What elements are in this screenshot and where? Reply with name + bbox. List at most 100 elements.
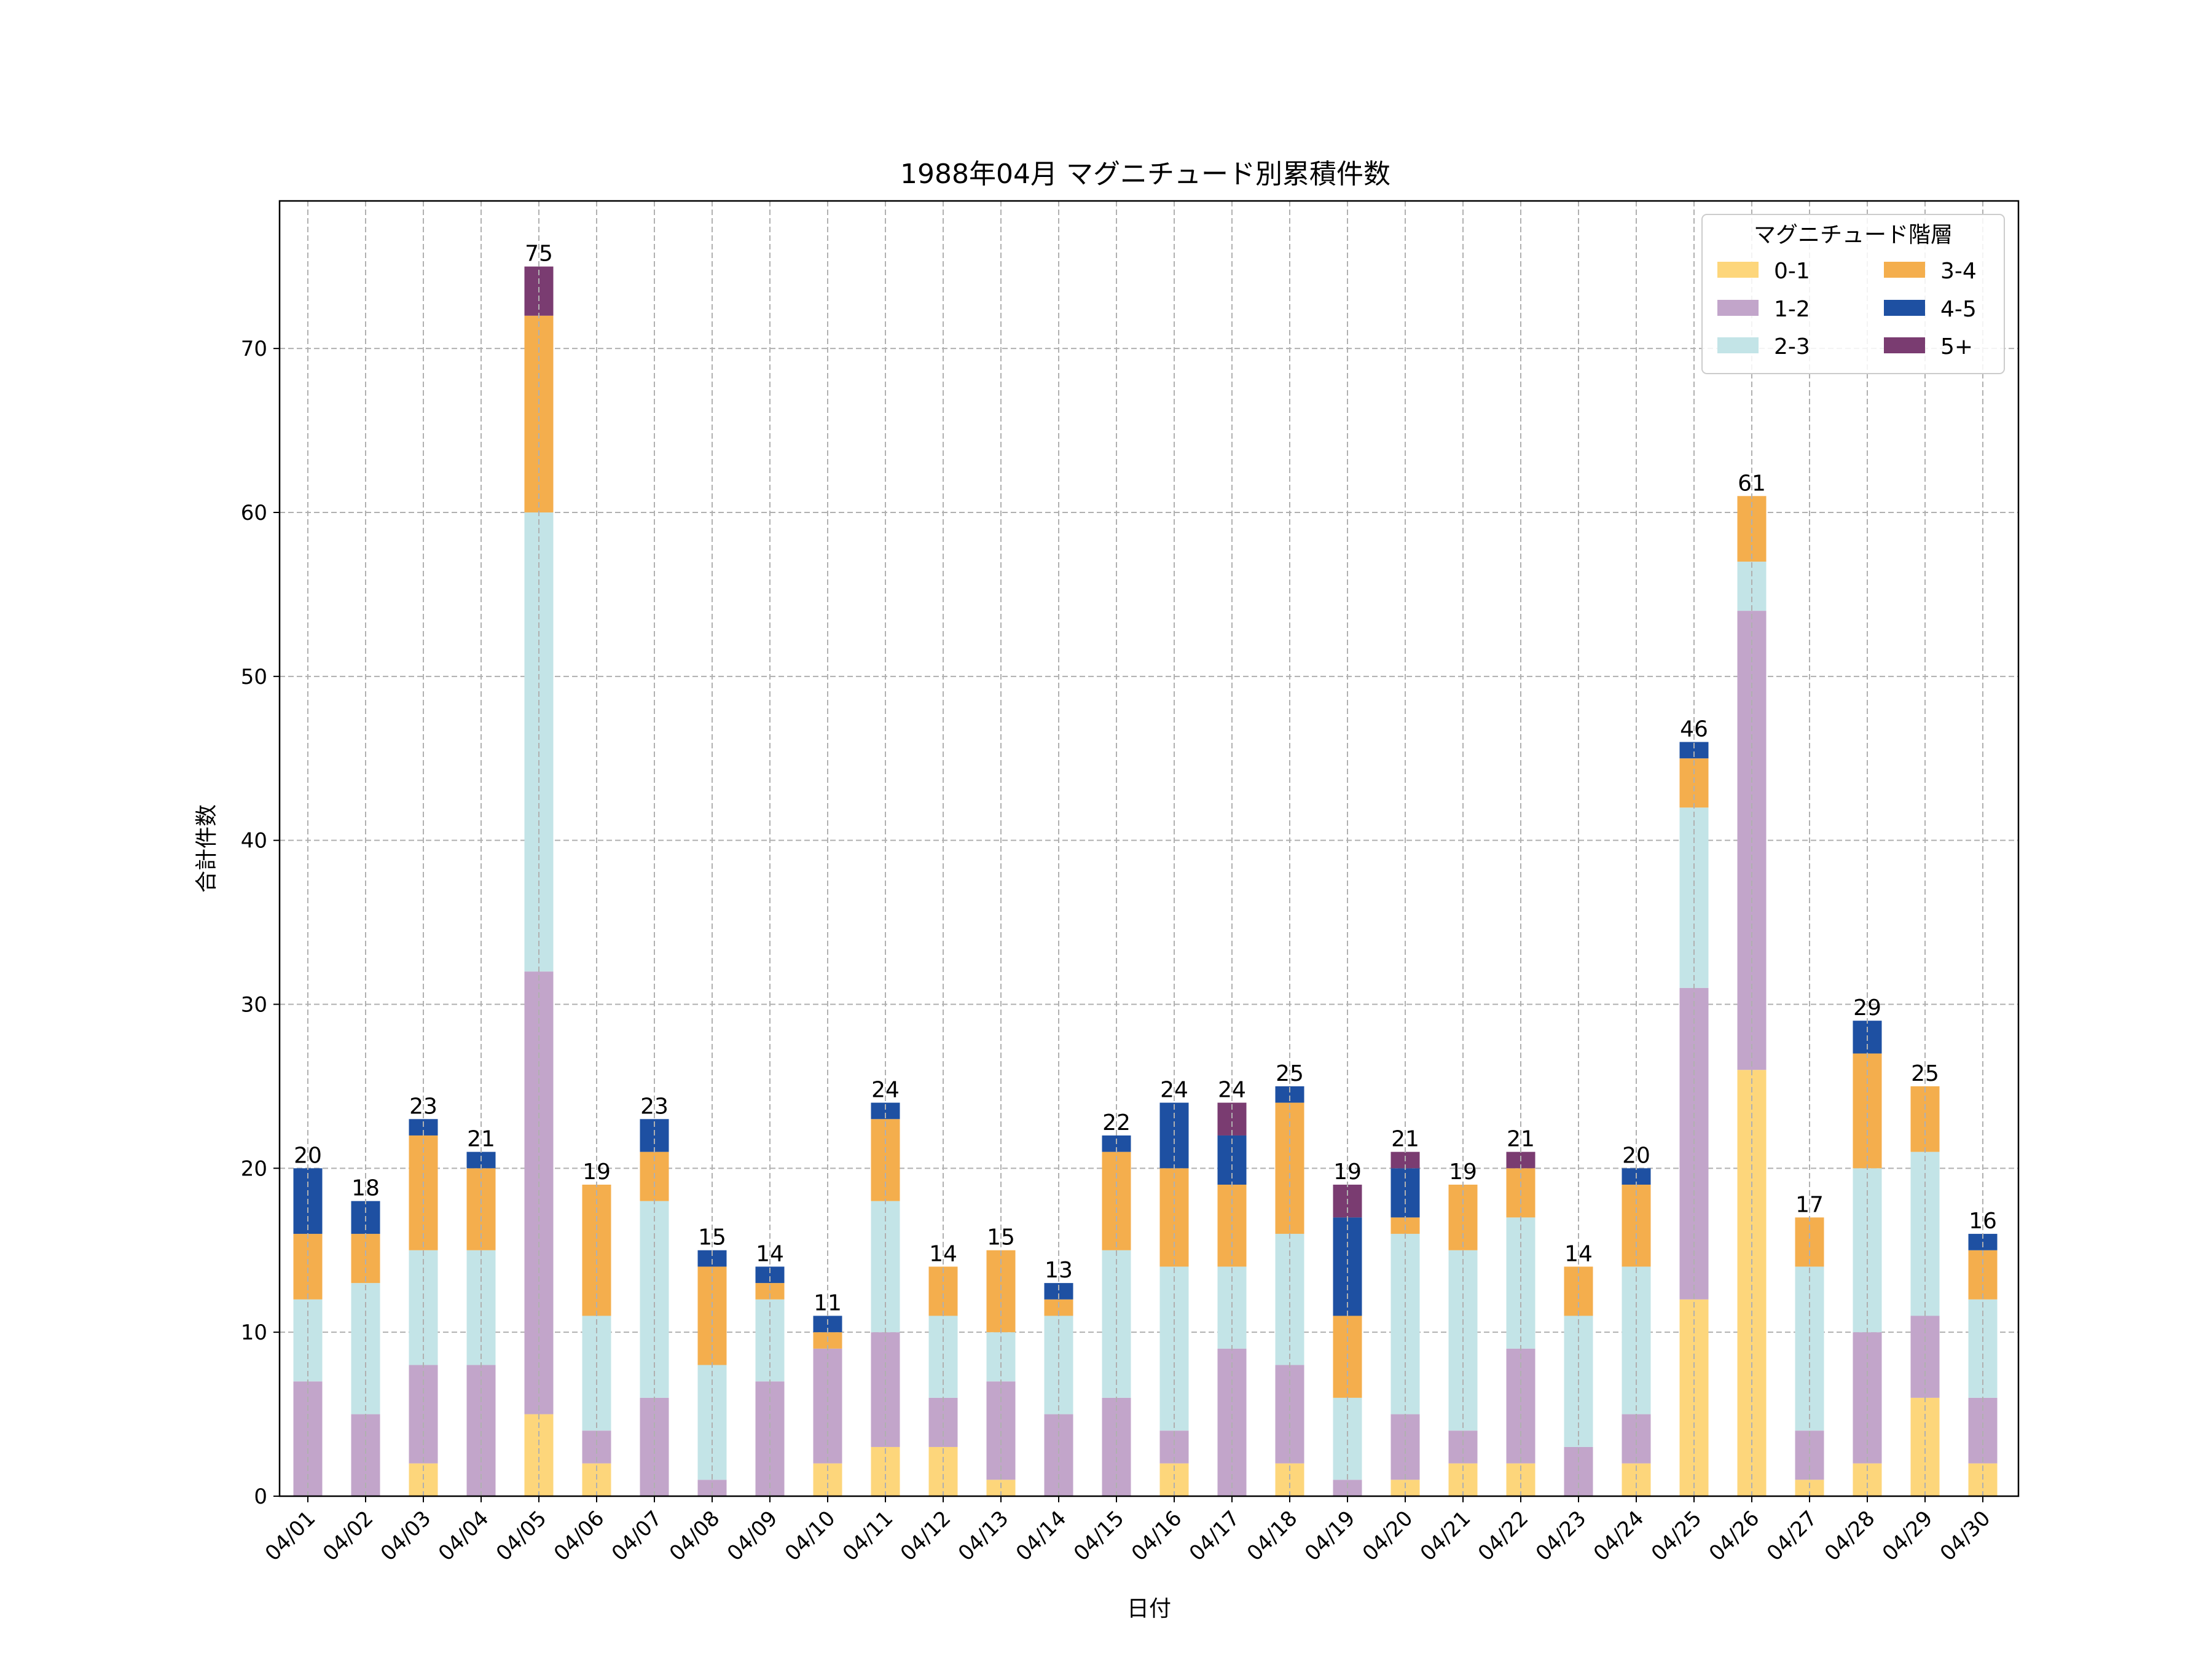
x-tick-label: 04/22	[1473, 1506, 1534, 1566]
y-tick-label: 40	[241, 829, 267, 853]
x-tick-label: 04/18	[1242, 1506, 1303, 1566]
legend-swatch-1-2	[1717, 300, 1759, 316]
bar-segment-1-2	[1217, 1348, 1247, 1496]
y-tick-label: 30	[241, 992, 267, 1017]
bar-segment-3-4	[351, 1234, 380, 1284]
bar-total-label: 22	[1102, 1110, 1131, 1135]
legend-label-2-3: 2-3	[1774, 334, 1810, 359]
x-tick-label: 04/25	[1647, 1506, 1707, 1566]
bar-total-label: 15	[698, 1225, 726, 1250]
x-tick-label: 04/24	[1589, 1506, 1649, 1566]
legend-label-3-4: 3-4	[1940, 259, 1977, 284]
bar-segment-2-3	[1506, 1217, 1535, 1349]
legend-swatch-3-4	[1884, 262, 1925, 278]
bar-segment-1-2	[1564, 1446, 1593, 1496]
bar-segment-3-4	[524, 315, 554, 512]
bar-total-label: 11	[814, 1290, 842, 1316]
x-tick-label: 04/28	[1820, 1506, 1880, 1566]
bar-segment-0-1	[1910, 1397, 1940, 1496]
x-tick-label: 04/20	[1358, 1506, 1418, 1566]
total-labels: 20 18 23 21 75 19 23 15 14 11 24 14 15 13 22 24 24 25 19 21…	[294, 241, 1997, 1316]
bar-total-label: 46	[1680, 717, 1708, 742]
legend-box	[1701, 214, 2005, 374]
bar-segment-1-2	[928, 1397, 958, 1447]
bar-total-label: 17	[1795, 1192, 1824, 1217]
bar-segment-1-2	[1795, 1430, 1824, 1480]
x-tick-label: 04/08	[665, 1506, 725, 1566]
x-tick-label: 04/14	[1011, 1506, 1072, 1566]
x-tick-label: 04/06	[549, 1506, 610, 1566]
y-tick-label: 50	[241, 665, 267, 689]
bar-total-label: 19	[1333, 1159, 1362, 1185]
x-tick-label: 04/03	[376, 1506, 436, 1566]
bar-total-label: 20	[294, 1143, 322, 1168]
x-tick-label: 04/01	[261, 1506, 321, 1566]
bar-total-label: 29	[1853, 995, 1881, 1021]
x-tick-label: 04/29	[1878, 1506, 1938, 1566]
legend-label-1-2: 1-2	[1774, 297, 1810, 322]
bar-total-label: 23	[409, 1094, 437, 1119]
bar-total-label: 14	[929, 1241, 957, 1266]
bar-segment-1-2	[1622, 1414, 1651, 1464]
x-axis-ticks: 04/0104/0204/0304/0404/0504/0604/0704/08…	[261, 1496, 1996, 1566]
bar-total-label: 24	[1218, 1078, 1246, 1103]
bar-total-label: 75	[525, 241, 553, 267]
x-tick-label: 04/30	[1936, 1506, 1996, 1566]
bar-total-label: 15	[987, 1225, 1015, 1250]
bar-segment-0-1	[928, 1446, 958, 1496]
legend-swatch-4-5	[1884, 300, 1925, 316]
legend-title: マグニチュード階層	[1754, 222, 1953, 248]
bar-segment-3-4	[1564, 1266, 1593, 1316]
bar-total-label: 20	[1622, 1143, 1650, 1168]
x-tick-label: 04/02	[318, 1506, 378, 1566]
x-tick-label: 04/15	[1069, 1506, 1129, 1566]
x-tick-label: 04/19	[1300, 1506, 1360, 1566]
bar-total-label: 19	[1449, 1159, 1477, 1185]
bar-total-label: 21	[1507, 1127, 1535, 1152]
y-tick-label: 0	[254, 1484, 267, 1509]
y-axis-ticks: 0 10 20 30 40 50 60 70	[241, 337, 280, 1509]
bar-total-label: 25	[1276, 1061, 1304, 1086]
bar-total-label: 24	[871, 1078, 900, 1103]
legend-items: 0-1 1-2 2-3 3-4 4-5 5+	[1717, 259, 1977, 359]
x-tick-label: 04/23	[1531, 1506, 1591, 1566]
x-tick-label: 04/09	[723, 1506, 783, 1566]
bar-total-label: 16	[1969, 1209, 1997, 1234]
chart-title: 1988年04月 マグニチュード別累積件数	[900, 159, 1390, 190]
legend-label-4-5: 4-5	[1940, 297, 1977, 322]
legend: マグニチュード階層 0-1 1-2 2-3 3-4 4-5 5+	[1701, 214, 2005, 374]
bar-segment-2-3	[1737, 562, 1767, 611]
x-tick-label: 04/12	[896, 1506, 956, 1566]
bar-total-label: 24	[1160, 1078, 1188, 1103]
bar-segment-2-3	[640, 1201, 669, 1398]
y-tick-label: 10	[241, 1320, 267, 1345]
x-tick-label: 04/26	[1704, 1506, 1765, 1566]
y-tick-label: 70	[241, 337, 267, 361]
bar-segment-3-4	[928, 1266, 958, 1316]
bar-total-label: 13	[1045, 1258, 1073, 1283]
bar-segment-1-2	[986, 1381, 1016, 1480]
x-tick-label: 04/21	[1416, 1506, 1476, 1566]
x-tick-label: 04/07	[607, 1506, 667, 1566]
bar-segment-1-2	[1102, 1397, 1131, 1496]
bar-segment-3-4	[1679, 758, 1709, 808]
y-tick-label: 20	[241, 1156, 267, 1181]
legend-label-0-1: 0-1	[1774, 259, 1810, 284]
bar-total-label: 18	[351, 1176, 380, 1201]
x-axis-label: 日付	[1127, 1596, 1171, 1622]
x-tick-label: 04/16	[1127, 1506, 1187, 1566]
y-axis-label: 合計件数	[194, 804, 219, 893]
bar-total-label: 14	[756, 1241, 784, 1266]
x-tick-label: 04/04	[434, 1506, 494, 1566]
bar-segment-3-4	[1968, 1250, 1998, 1300]
x-tick-label: 04/11	[838, 1506, 898, 1566]
bar-total-label: 25	[1911, 1061, 1939, 1086]
legend-swatch-5+	[1884, 337, 1925, 353]
legend-swatch-0-1	[1717, 262, 1759, 278]
bar-total-label: 21	[467, 1127, 495, 1152]
bar-total-label: 23	[640, 1094, 669, 1119]
plot-frame	[278, 200, 2020, 1497]
x-tick-label: 04/10	[780, 1506, 841, 1566]
y-tick-label: 60	[241, 501, 267, 525]
bar-segment-4-5	[1333, 1217, 1362, 1316]
